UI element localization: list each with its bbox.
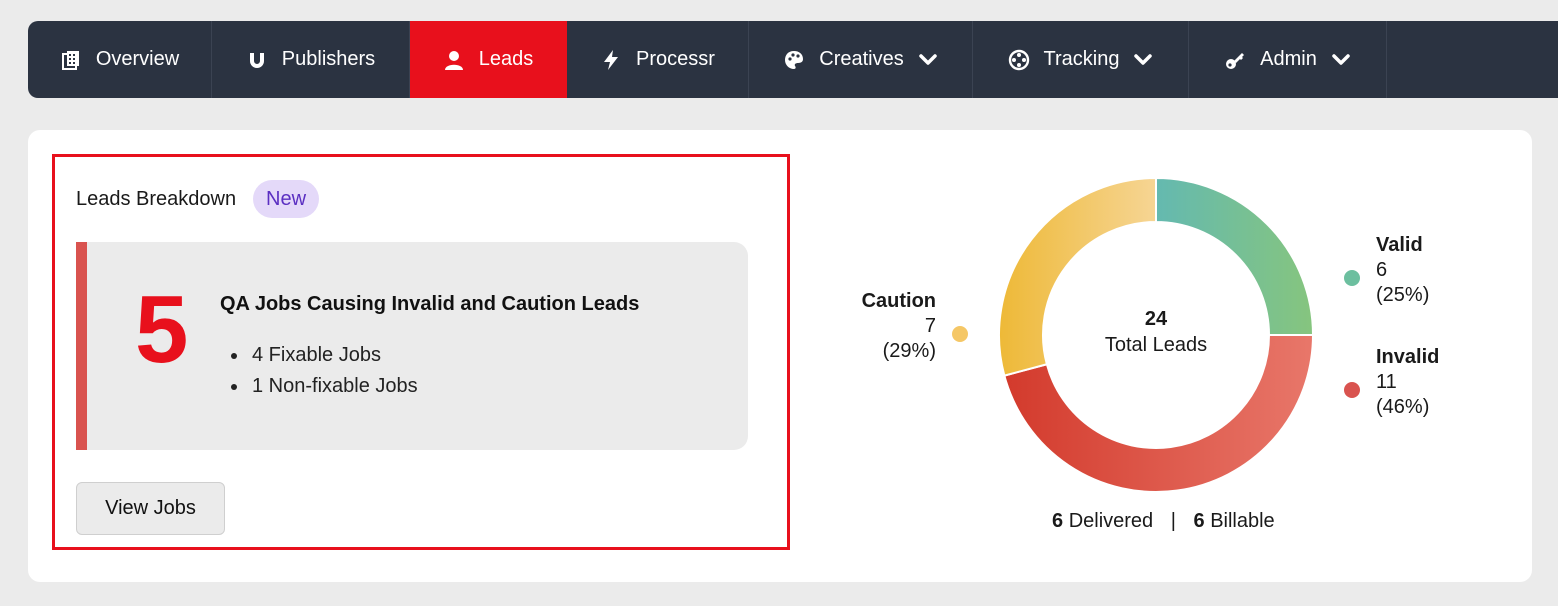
- user-icon: [443, 49, 465, 71]
- chevron-down-icon: [1331, 50, 1351, 70]
- qa-jobs-count: 5: [135, 276, 189, 383]
- legend-caution: Caution 7 (29%): [836, 289, 936, 364]
- delivered-count: 6: [1052, 510, 1064, 532]
- legend-label: Invalid: [1376, 346, 1440, 368]
- legend-invalid: Invalid 11 (46%): [1376, 345, 1439, 420]
- new-badge: New: [253, 180, 320, 218]
- main-nav: Overview Publishers Leads Processr Creat…: [28, 21, 1558, 98]
- bolt-icon: [600, 49, 622, 71]
- nav-item-tracking[interactable]: Tracking: [973, 21, 1189, 98]
- nav-label-leads: Leads: [478, 48, 534, 70]
- nav-item-publishers[interactable]: Publishers: [212, 21, 410, 98]
- stats-separator: |: [1170, 510, 1176, 532]
- nav-item-admin[interactable]: Admin: [1189, 21, 1387, 98]
- nav-label-tracking: Tracking: [1043, 48, 1120, 70]
- legend-value: 11: [1376, 371, 1397, 393]
- billable-count: 6: [1193, 510, 1205, 532]
- leads-card: Leads Breakdown New 5 QA Jobs Causing In…: [28, 130, 1532, 582]
- donut-slice-invalid[interactable]: [1003, 334, 1314, 493]
- donut-slice-caution[interactable]: [998, 177, 1157, 377]
- delivery-stats: 6 Delivered | 6 Billable: [1052, 510, 1275, 533]
- palette-icon: [783, 49, 805, 71]
- chevron-down-icon: [1133, 50, 1153, 70]
- total-leads-value: 24: [1144, 308, 1168, 330]
- legend-dot-invalid: [1344, 382, 1360, 398]
- legend-percent: (29%): [882, 340, 936, 362]
- legend-dot-caution: [952, 326, 968, 342]
- breakdown-title: Leads Breakdown: [76, 188, 237, 210]
- magnet-icon: [246, 49, 268, 71]
- nav-item-creatives[interactable]: Creatives: [749, 21, 973, 98]
- legend-label: Caution: [861, 290, 936, 312]
- qa-jobs-box: 5 QA Jobs Causing Invalid and Caution Le…: [76, 242, 748, 450]
- qa-jobs-heading: QA Jobs Causing Invalid and Caution Lead…: [220, 293, 640, 315]
- leads-breakdown-panel: Leads Breakdown New 5 QA Jobs Causing In…: [52, 154, 790, 550]
- crosshair-icon: [1008, 49, 1030, 71]
- qa-jobs-list: 4 Fixable Jobs 1 Non-fixable Jobs: [220, 340, 418, 402]
- delivered-label: Delivered: [1068, 510, 1154, 532]
- list-item: 4 Fixable Jobs: [220, 340, 418, 371]
- billable-label: Billable: [1210, 510, 1275, 532]
- legend-label: Valid: [1376, 234, 1423, 256]
- legend-value: 6: [1376, 259, 1388, 281]
- nav-item-overview[interactable]: Overview: [28, 21, 212, 98]
- list-item: 1 Non-fixable Jobs: [220, 371, 418, 402]
- nav-item-processr[interactable]: Processr: [567, 21, 749, 98]
- legend-valid: Valid 6 (25%): [1376, 233, 1429, 308]
- key-icon: [1224, 49, 1246, 71]
- view-jobs-button[interactable]: View Jobs: [76, 482, 225, 535]
- legend-percent: (25%): [1376, 284, 1430, 306]
- legend-value: 7: [924, 315, 936, 337]
- nav-label-creatives: Creatives: [819, 48, 904, 70]
- nav-label-processr: Processr: [636, 48, 715, 70]
- leads-donut-chart: [998, 177, 1314, 493]
- nav-label-publishers: Publishers: [281, 48, 376, 70]
- legend-percent: (46%): [1376, 396, 1430, 418]
- building-icon: [60, 49, 82, 71]
- nav-label-overview: Overview: [95, 48, 180, 70]
- nav-item-leads[interactable]: Leads: [410, 21, 567, 98]
- total-leads-label: Total Leads: [1104, 334, 1208, 356]
- chevron-down-icon: [918, 50, 938, 70]
- nav-label-admin: Admin: [1260, 48, 1317, 70]
- legend-dot-valid: [1344, 270, 1360, 286]
